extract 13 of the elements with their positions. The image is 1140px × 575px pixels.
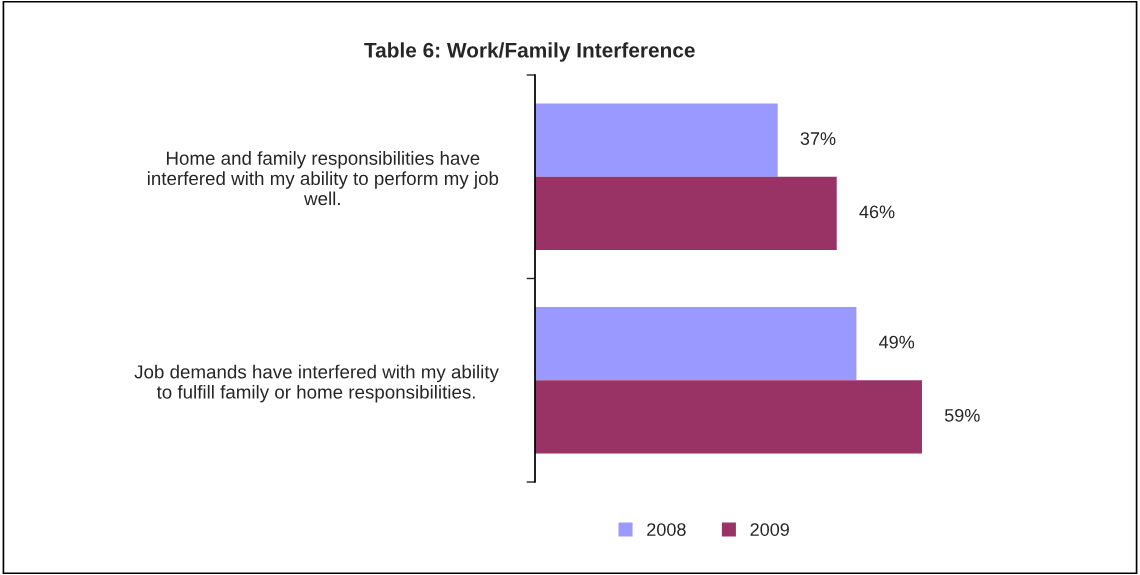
bar: [535, 103, 778, 177]
data-label: 46%: [859, 205, 895, 219]
data-label: 59%: [944, 408, 980, 422]
legend-label: 2008: [647, 523, 686, 536]
y-tick-label: Home and family responsibilities have interfered with my ability to perform my job well.: [147, 151, 499, 206]
chart-title: Table 6: Work/Family Interference: [364, 42, 695, 62]
y-tick-label: Job demands have interfered with my ability to fulfill family or home responsibilities.: [134, 364, 499, 403]
bar: [535, 306, 857, 381]
data-label: 37%: [800, 132, 836, 145]
data-label: 49%: [879, 335, 915, 349]
legend-label: 2009: [750, 523, 789, 536]
bar: [535, 176, 837, 251]
bar: [535, 380, 922, 454]
